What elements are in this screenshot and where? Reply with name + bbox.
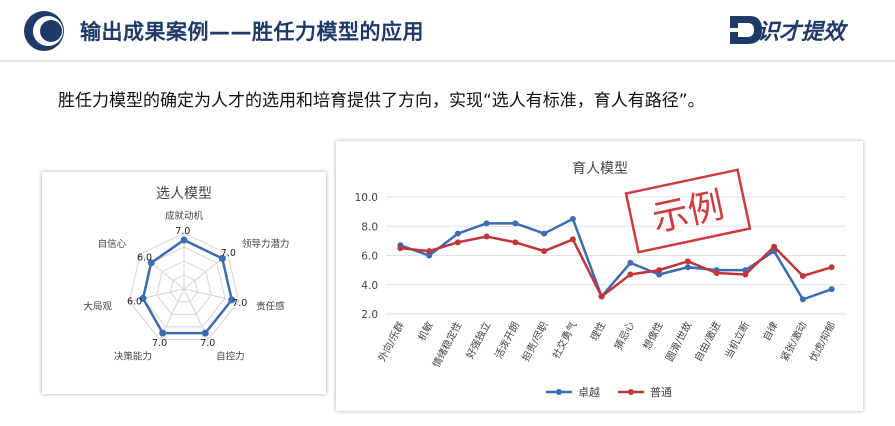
- radar-grid-ring-0: [169, 274, 199, 303]
- series-point-1: [426, 248, 433, 255]
- radar-value-label: 6.0: [137, 253, 152, 264]
- x-tick-label: 理性: [587, 319, 608, 343]
- x-tick-label: 想像性: [640, 319, 666, 352]
- radar-axis-6: [139, 253, 185, 290]
- radar-value-label: 7.0: [232, 298, 247, 309]
- series-point-1: [512, 239, 519, 246]
- line-chart-title: 育人模型: [572, 161, 628, 177]
- x-tick-label: 担责/尽职: [519, 319, 551, 363]
- series-point-1: [799, 272, 806, 279]
- series-point-0: [799, 296, 806, 303]
- legend-marker-1: [628, 389, 634, 395]
- y-tick-label: 2.0: [361, 309, 378, 321]
- radar-point: [228, 296, 236, 304]
- radar-grid-ring-1: [156, 260, 212, 315]
- x-tick-label: 紧张/激动: [778, 319, 810, 363]
- series-point-1: [483, 233, 490, 240]
- radar-point: [218, 254, 226, 262]
- series-point-1: [454, 239, 461, 246]
- series-point-1: [541, 248, 548, 255]
- x-tick-label: 当机立断: [722, 319, 752, 360]
- radar-value-label: 6.0: [127, 297, 142, 308]
- legend-label: 卓越: [578, 385, 600, 399]
- series-point-1: [828, 264, 835, 271]
- series-point-0: [426, 252, 433, 259]
- legend-marker-0: [556, 389, 562, 395]
- radar-category-label: 责任感: [256, 300, 285, 312]
- x-tick-label: 圆滑/世故: [663, 319, 695, 363]
- series-point-0: [627, 259, 634, 266]
- series-point-1: [713, 270, 720, 277]
- series-point-1: [742, 271, 749, 278]
- radar-category-label: 自信心: [98, 238, 127, 250]
- y-tick-label: 4.0: [361, 280, 378, 292]
- brand-name: 识才提效: [757, 20, 846, 45]
- intro-text: 胜任力模型的确定为人才的选用和培育提供了方向，实现“选人有标准，育人有路径”。: [58, 91, 705, 111]
- header-divider: [0, 60, 895, 62]
- radar-series-line: [141, 238, 234, 335]
- series-point-1: [684, 258, 691, 265]
- series-point-0: [569, 215, 576, 222]
- series-point-0: [684, 264, 691, 271]
- radar-axis-5: [129, 288, 185, 302]
- x-tick-label: 好强独立: [463, 319, 493, 360]
- selection-model-card: 选人模型 成就动机领导力潜力责任感自控力 决策能力 大局观 自信心 7.0 7.0 7.0…: [42, 172, 326, 394]
- radar-category-label: 大局观: [83, 300, 112, 312]
- radar-point: [139, 294, 147, 302]
- company-logo-icon: [24, 11, 64, 51]
- radar-point: [201, 329, 209, 337]
- legend-label: 普通: [650, 385, 672, 399]
- series-point-0: [483, 220, 490, 227]
- brand-logo-icon: [726, 16, 762, 44]
- radar-point: [180, 236, 188, 244]
- x-tick-label: 自律: [760, 319, 781, 343]
- radar-category-label: 成就动机: [165, 210, 204, 222]
- radar-title: 选人模型: [156, 186, 212, 202]
- series-point-0: [512, 220, 519, 227]
- series-point-0: [828, 286, 835, 293]
- y-tick-label: 6.0: [361, 251, 378, 263]
- radar-point: [159, 329, 167, 337]
- x-tick-label: 猜忌心: [611, 319, 637, 352]
- radar-value-label: 7.0: [152, 338, 167, 349]
- x-tick-label: 外向/乐群: [375, 319, 407, 363]
- page-title: 输出成果案例——胜任力模型的应用: [80, 20, 424, 44]
- series-point-0: [454, 230, 461, 237]
- radar-grid-ring-3: [128, 232, 240, 340]
- line-legend: 卓越 普通: [546, 385, 672, 399]
- radar-value-label: 7.0: [175, 226, 190, 237]
- radar-category-label: 领导力潜力: [242, 238, 290, 250]
- y-tick-label: 10.0: [355, 192, 378, 204]
- radar-category-label: 自控力: [216, 351, 245, 363]
- example-stamp: 示例: [624, 168, 752, 254]
- x-tick-label: 自由/激进: [691, 319, 723, 363]
- series-point-1: [771, 243, 778, 250]
- radar-category-label: 决策能力: [114, 351, 152, 363]
- series-line-1: [400, 235, 832, 299]
- x-tick-label: 忧虑/抑郁: [806, 319, 838, 363]
- x-tick-label: 活泼开朗: [492, 319, 522, 360]
- series-point-0: [541, 230, 548, 237]
- series-point-0: [656, 271, 663, 278]
- radar-value-label: 7.0: [221, 248, 236, 259]
- series-point-1: [569, 236, 576, 243]
- series-point-1: [598, 293, 605, 300]
- development-model-card: 育人模型 10.0 8.0 6.0 4.0 2.0 外向/乐群 机敏 情绪稳定性 好强独立 活泼…: [336, 141, 863, 411]
- series-point-1: [397, 245, 404, 252]
- radar-value-label: 7.0: [200, 338, 215, 349]
- stamp-text: 示例: [649, 185, 728, 240]
- x-tick-label: 机敏: [415, 319, 436, 343]
- y-tick-label: 8.0: [361, 221, 378, 233]
- slide-header: 输出成果案例——胜任力模型的应用 识才提效: [0, 0, 895, 64]
- series-point-1: [627, 271, 634, 278]
- series-point-1: [656, 267, 663, 274]
- series-line-0: [399, 217, 833, 301]
- x-tick-label: 社交勇气: [549, 319, 579, 360]
- radar-point: [147, 259, 155, 267]
